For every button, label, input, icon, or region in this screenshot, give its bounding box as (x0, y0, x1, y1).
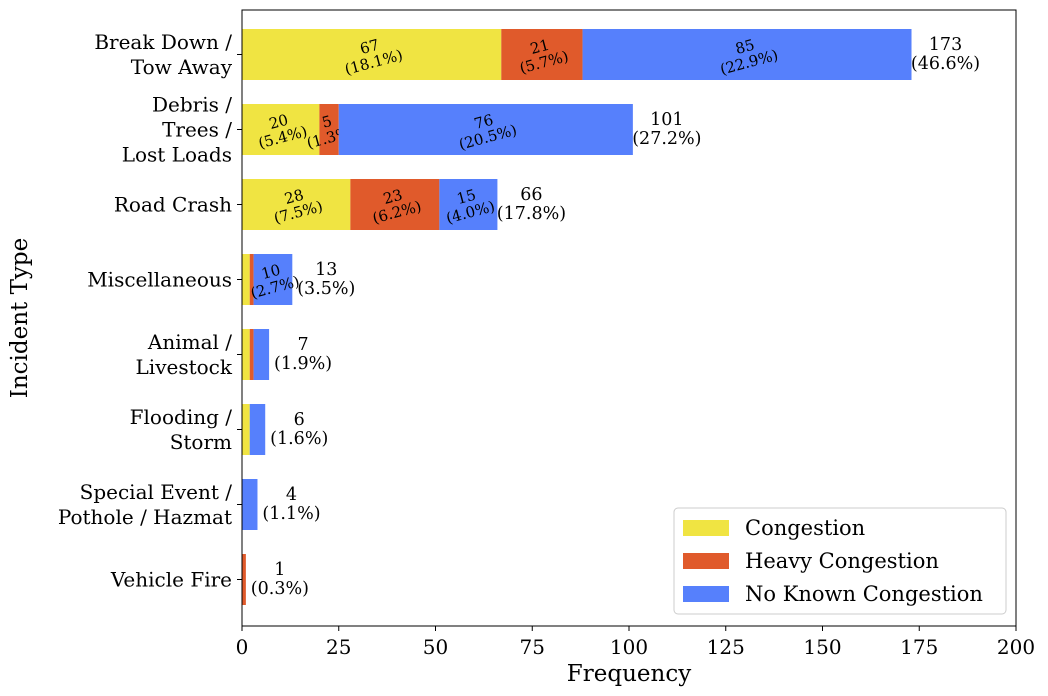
y-tick-label: Flooding / Storm (130, 405, 233, 454)
bar-segment (242, 329, 250, 380)
y-tick-label: Road Crash (114, 193, 232, 217)
total-label: 7 (1.9%) (274, 335, 332, 374)
legend-swatch (683, 553, 729, 569)
bar-segment (582, 29, 912, 80)
x-axis-title: Frequency (567, 661, 691, 687)
bar-segment (242, 104, 320, 155)
x-tick-label: 125 (707, 635, 745, 659)
bar-segment (249, 254, 254, 305)
x-tick-label: 175 (900, 635, 938, 659)
legend-frame (673, 507, 1007, 615)
total-label: 13 (3.5%) (297, 260, 355, 299)
y-tick-label: Special Event / Pothole / Hazmat (58, 480, 232, 529)
x-tick-label: 0 (236, 635, 249, 659)
bar-segment (350, 179, 440, 230)
bar-segment (242, 404, 250, 455)
bar-segment (242, 254, 250, 305)
y-tick-label: Break Down / Tow Away (94, 30, 232, 79)
total-label: 173 (46.6%) (911, 35, 980, 74)
bar-segment (249, 404, 266, 455)
x-tick-label: 150 (803, 635, 841, 659)
legend-swatch (683, 520, 729, 536)
bar-segment (338, 104, 633, 155)
bar-segment (253, 329, 270, 380)
bar-segment (501, 29, 583, 80)
legend: Congestion Heavy Congestion No Known Conge… (673, 507, 1007, 615)
legend-swatch (683, 586, 729, 602)
total-label: 6 (1.6%) (270, 410, 328, 449)
y-tick-label: Debris / Trees / Lost Loads (122, 93, 233, 167)
x-tick-label: 25 (326, 635, 351, 659)
y-tick-label: Vehicle Fire (110, 568, 232, 592)
bar-segment (319, 104, 339, 155)
bar-segment (249, 329, 254, 380)
x-tick-label: 100 (610, 635, 648, 659)
total-label: 4 (1.1%) (262, 485, 320, 524)
y-axis-title: Incident Type (7, 238, 33, 399)
bar-segment (242, 554, 246, 605)
x-tick-label: 75 (520, 635, 545, 659)
bar-segment (242, 29, 502, 80)
legend-label: No Known Congestion (745, 582, 983, 606)
plot-area: 67(18.1%) 21(5.7%)85(22.9%)173 (46.6%)Brea… (58, 9, 1035, 659)
total-label: 66 (17.8%) (497, 185, 566, 224)
total-label: 101 (27.2%) (632, 110, 701, 149)
legend-label: Congestion (745, 516, 865, 540)
bar-segment (253, 254, 293, 305)
legend-label: Heavy Congestion (745, 549, 939, 573)
bar-segment (242, 179, 351, 230)
total-label: 1 (0.3%) (251, 560, 309, 599)
bar-segment (439, 179, 498, 230)
bar-segment (242, 479, 258, 530)
x-tick-label: 50 (423, 635, 448, 659)
y-tick-label: Miscellaneous (87, 268, 232, 292)
y-tick-label: Animal / Livestock (136, 330, 233, 379)
x-tick-label: 200 (997, 635, 1035, 659)
